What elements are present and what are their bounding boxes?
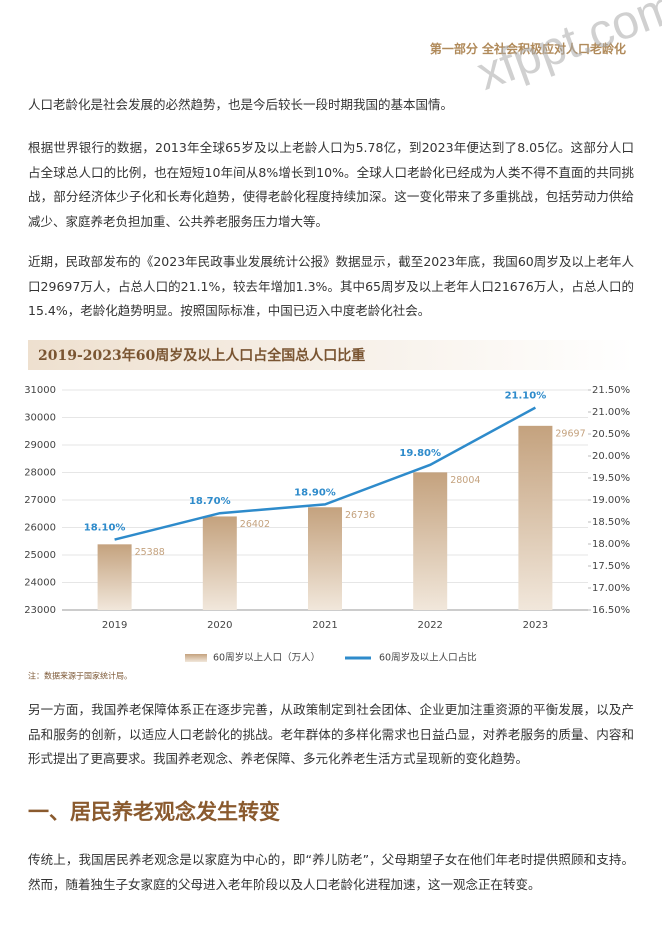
chart: 2019-2023年60周岁及以上人口占全国总人口比重 注：数据来源于国家统计局… <box>24 340 634 681</box>
chart-title: 2019-2023年60周岁及以上人口占全国总人口比重 <box>38 347 365 364</box>
x-tick-label: 2022 <box>417 620 442 631</box>
y-tick-label: 24000 <box>24 578 56 589</box>
y2-tick-label: 18.00% <box>592 539 630 550</box>
y-tick-label: 30000 <box>24 413 56 424</box>
legend-label: 60周岁及以上人口占比 <box>379 652 477 664</box>
bar <box>97 544 132 610</box>
chart-title-band <box>28 340 634 370</box>
bar-value-label: 26402 <box>240 519 270 530</box>
paragraph: 另一方面，我国养老保障体系正在逐步完善，从政策制定到社会团体、企业更加注重资源的… <box>28 702 634 766</box>
y-tick-label: 23000 <box>24 605 56 616</box>
line-value-label: 21.10% <box>505 391 547 402</box>
line-value-label: 18.90% <box>294 487 336 498</box>
paragraph: 人口老龄化是社会发展的必然趋势，也是今后较长一段时期我国的基本国情。 <box>28 97 454 112</box>
y2-tick-label: 18.50% <box>592 517 630 528</box>
bar <box>308 507 342 610</box>
y2-tick-label: 21.50% <box>592 385 630 396</box>
paragraph: 传统上，我国居民养老观念是以家庭为中心的，即“养儿防老”，父母期望子女在他们年老… <box>28 852 634 892</box>
bar <box>413 472 448 610</box>
line-value-label: 18.70% <box>189 496 231 507</box>
chart-note: 注：数据来源于国家统计局。 <box>28 671 132 681</box>
line-value-label: 18.10% <box>84 523 126 534</box>
line <box>114 406 536 541</box>
bar <box>202 516 237 610</box>
line-value-label: 19.80% <box>399 448 441 459</box>
y-tick-label: 29000 <box>24 440 56 451</box>
y2-tick-label: 20.00% <box>592 451 630 462</box>
bar-value-label: 28004 <box>450 475 480 486</box>
x-tick-label: 2021 <box>312 620 337 631</box>
y2-tick-label: 21.00% <box>592 407 630 418</box>
y-tick-label: 27000 <box>24 495 56 506</box>
section-header: 第一部分 全社会积极应对人口老龄化 <box>429 42 626 56</box>
paragraph: 近期，民政部发布的《2023年民政事业发展统计公报》数据显示，截至2023年底，… <box>28 254 634 318</box>
bar-value-label: 26736 <box>345 510 375 521</box>
bar-value-label: 25388 <box>135 547 165 558</box>
x-tick-label: 2023 <box>523 620 548 631</box>
y-tick-label: 31000 <box>24 385 56 396</box>
bar-value-label: 29697 <box>555 428 585 439</box>
paragraph: 根据世界银行的数据，2013年全球65岁及以上老龄人口为5.78亿，到2023年… <box>28 140 634 229</box>
y-tick-label: 28000 <box>24 468 56 479</box>
x-tick-label: 2019 <box>102 620 127 631</box>
section-heading: 一、居民养老观念发生转变 <box>28 799 280 824</box>
y2-tick-label: 17.50% <box>592 561 630 572</box>
y2-tick-label: 20.50% <box>592 429 630 440</box>
x-tick-label: 2020 <box>207 620 232 631</box>
y-tick-label: 26000 <box>24 523 56 534</box>
y2-tick-label: 19.50% <box>592 473 630 484</box>
y2-tick-label: 16.50% <box>592 605 630 616</box>
legend-swatch <box>185 654 207 662</box>
bar <box>518 425 553 610</box>
y2-tick-label: 17.00% <box>592 583 630 594</box>
y-tick-label: 25000 <box>24 550 56 561</box>
legend-label: 60周岁以上人口（万人） <box>213 652 320 664</box>
y2-tick-label: 19.00% <box>592 495 630 506</box>
